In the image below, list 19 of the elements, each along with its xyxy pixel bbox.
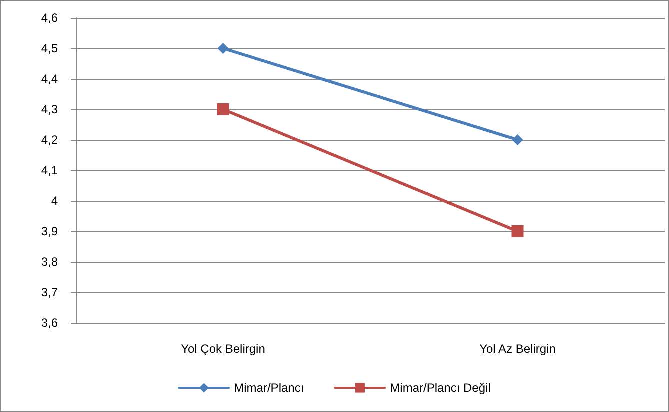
point [217, 104, 230, 116]
y-tick-label: 3,8 [41, 255, 58, 269]
y-tick-label: 4,1 [41, 164, 58, 178]
y-tick-label: 3,9 [41, 224, 58, 238]
point [512, 134, 524, 146]
y-tick-label: 3,6 [41, 316, 58, 330]
y-tick-label: 4,2 [41, 133, 58, 147]
y-tick-label: 4,6 [41, 11, 58, 25]
y-tick-label: 3,7 [41, 286, 58, 300]
legend-label: Mimar/Plancı Değil [390, 381, 491, 395]
y-tick-label: 4 [51, 194, 58, 208]
y-tick-label: 4,4 [41, 72, 58, 86]
x-tick-label: Yol Çok Belirgin [181, 342, 266, 356]
point [512, 226, 524, 238]
y-tick-label: 4,5 [41, 42, 58, 56]
y-tick-label: 4,3 [41, 102, 58, 116]
x-tick-label: Yol Az Belirgin [480, 342, 556, 356]
point [218, 43, 229, 54]
legend-label: Mimar/Plancı [234, 381, 304, 395]
